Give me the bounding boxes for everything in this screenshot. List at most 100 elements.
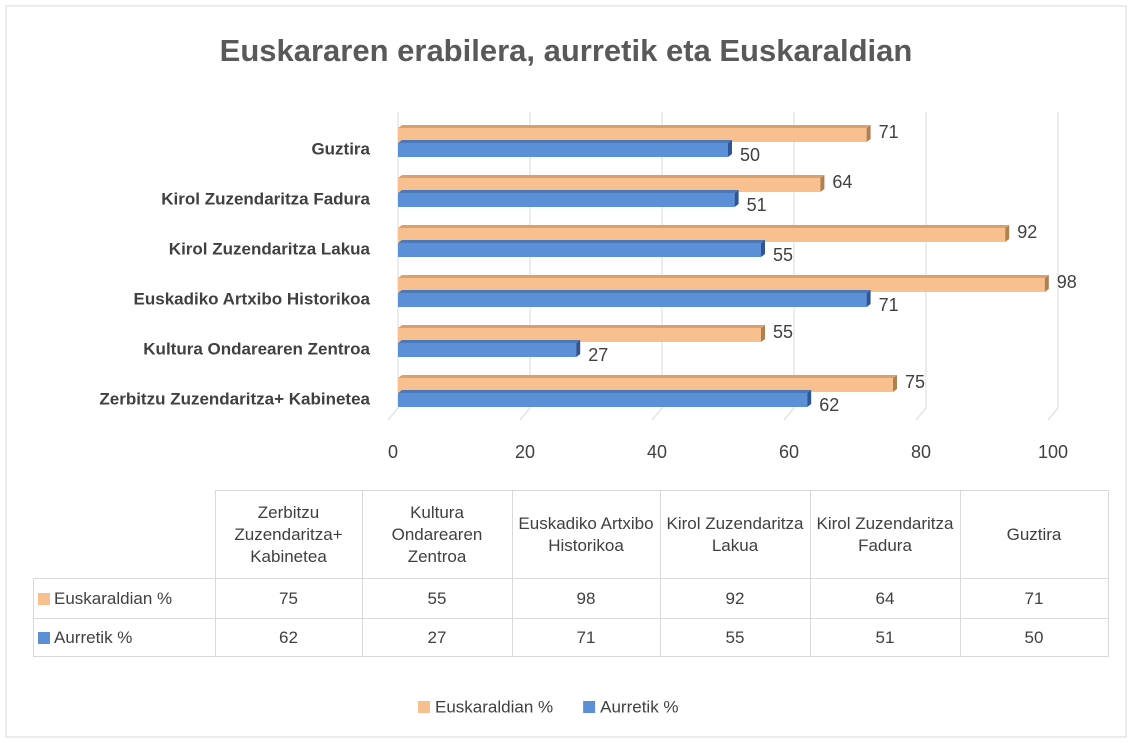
bar-side [576,340,581,357]
series-name: Euskaraldian % [54,588,173,608]
data-label: 71 [879,295,899,315]
data-label: 92 [1017,222,1037,242]
table-cell: 51 [809,618,961,657]
bar-side [866,290,871,307]
data-label: 55 [773,245,793,265]
x-tick-label: 20 [515,442,535,462]
grid-line [519,112,531,421]
bar-side [820,175,825,192]
table-cell: 75 [214,578,363,619]
y-tick-label: Kirol Zuzendaritza Fadura [161,189,370,208]
data-label: 71 [879,122,899,142]
bar-top [398,275,1049,278]
table-row: Aurretik % 62 27 71 55 51 50 [33,618,1109,657]
grid-line [1047,112,1059,421]
bar [398,193,735,207]
bar-top [398,290,871,293]
bar-side [866,125,871,142]
bar [398,178,821,192]
data-label: 51 [747,195,767,215]
table-header-row: Zerbitzu Zuzendaritza+ Kabinetea Kultura … [33,490,1109,579]
grid-line [915,112,927,421]
bar-side [734,190,739,207]
legend-label: Aurretik % [600,697,678,716]
bar-side [807,390,812,407]
y-tick-label: Guztira [311,139,370,158]
table-row-header: Euskaraldian % [33,578,216,619]
y-tick-label: Zerbitzu Zuzendaritza+ Kabinetea [99,389,370,408]
table-cell: 64 [809,578,961,619]
chart-title: Euskararen erabilera, aurretik eta Euska… [220,33,913,68]
table-cell: 62 [214,618,363,657]
data-label: 55 [773,322,793,342]
table-cell: 71 [959,578,1109,619]
bar [398,378,893,392]
table-header: Kirol Zuzendaritza Lakua [659,490,811,579]
bar-side [1005,225,1010,242]
y-tick-label: Kultura Ondarearen Zentroa [143,339,370,358]
bar-top [398,340,581,343]
data-label: 62 [819,395,839,415]
table-corner [33,490,216,579]
data-label: 98 [1057,272,1077,292]
bar [398,143,728,157]
legend-swatch [418,701,430,713]
bar-top [398,175,825,178]
bar-side [728,140,732,157]
bar [398,243,761,257]
x-tick-label: 60 [779,442,799,462]
table-row: Euskaraldian % 75 55 98 92 64 71 [33,578,1109,619]
bar-top [398,325,765,328]
x-tick-label: 0 [388,442,398,462]
y-tick-label: Kirol Zuzendaritza Lakua [169,239,371,258]
bar-top [398,125,871,128]
bar-top [398,375,897,378]
data-label: 75 [905,372,925,392]
table-cell: 92 [659,578,811,619]
table-cell: 55 [659,618,811,657]
bar-top [398,390,812,393]
data-label: 50 [740,145,760,165]
x-tick-label: 40 [647,442,667,462]
grid-line [783,112,795,421]
x-tick-label: 100 [1038,442,1068,462]
data-table: Zerbitzu Zuzendaritza+ Kabinetea Kultura … [33,490,1109,657]
legend-swatch [38,631,50,644]
bar-side [761,325,765,342]
table-header: Kirol Zuzendaritza Fadura [809,490,961,579]
bar [398,128,867,142]
table-header: Euskadiko Artxibo Historikoa [511,490,661,579]
table-row-header: Aurretik % [33,618,216,657]
table-header: Zerbitzu Zuzendaritza+ Kabinetea [214,490,363,579]
legend-swatch [38,592,50,605]
legend-swatch [583,701,596,713]
bar [398,278,1045,292]
bar-top [398,190,739,193]
legend-label: Euskaraldian % [435,697,553,716]
x-tick-label: 80 [911,442,931,462]
table-header: Guztira [959,490,1109,579]
table-header: Kultura Ondarearen Zentroa [361,490,513,579]
bar [398,328,761,342]
table-cell: 98 [511,578,661,619]
data-label: 64 [832,172,852,192]
table-cell: 55 [361,578,513,619]
table-cell: 50 [959,618,1109,657]
bar-top [398,240,765,243]
grid-line [387,112,399,421]
table-cell: 27 [361,618,513,657]
data-label: 27 [588,345,608,365]
bar [398,393,808,407]
bar [398,293,867,307]
bar-top [398,140,732,143]
bar [398,228,1006,242]
series-name: Aurretik % [54,627,133,647]
bar-side [1044,275,1049,292]
bar [398,343,577,357]
bar-top [398,225,1010,228]
bar-side [893,375,897,392]
bar-side [761,240,765,257]
y-tick-label: Euskadiko Artxibo Historikoa [134,289,371,308]
table-cell: 71 [511,618,661,657]
